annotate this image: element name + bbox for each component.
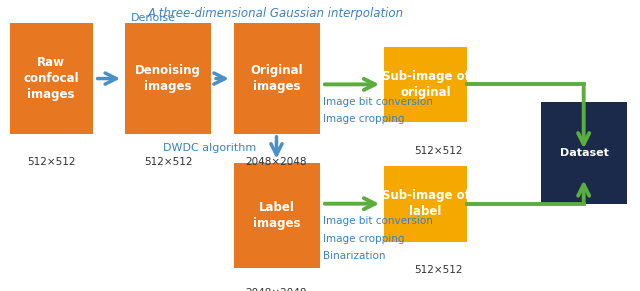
FancyBboxPatch shape xyxy=(384,47,467,122)
FancyBboxPatch shape xyxy=(541,102,627,204)
Text: Sub-image of
original: Sub-image of original xyxy=(381,70,470,99)
Text: 2048×2048: 2048×2048 xyxy=(246,288,307,291)
Text: 2048×2048: 2048×2048 xyxy=(246,157,307,167)
Text: DWDC algorithm: DWDC algorithm xyxy=(163,143,257,152)
Text: Denoising
images: Denoising images xyxy=(135,64,201,93)
FancyBboxPatch shape xyxy=(234,163,320,268)
FancyBboxPatch shape xyxy=(234,23,320,134)
Text: 512×512: 512×512 xyxy=(414,265,463,275)
Text: Dataset: Dataset xyxy=(559,148,609,158)
Text: Image cropping: Image cropping xyxy=(323,114,404,124)
Text: Raw
confocal
images: Raw confocal images xyxy=(24,56,79,101)
FancyBboxPatch shape xyxy=(125,23,211,134)
FancyBboxPatch shape xyxy=(384,166,467,242)
Text: A three-dimensional Gaussian interpolation: A three-dimensional Gaussian interpolati… xyxy=(147,7,403,20)
Text: 512×512: 512×512 xyxy=(27,157,76,167)
Text: Binarization: Binarization xyxy=(323,251,386,261)
Text: Image bit conversion: Image bit conversion xyxy=(323,97,433,107)
FancyBboxPatch shape xyxy=(10,23,93,134)
Text: Sub-image of
label: Sub-image of label xyxy=(381,189,470,218)
Text: Image bit conversion: Image bit conversion xyxy=(323,216,433,226)
Text: Original
images: Original images xyxy=(250,64,303,93)
Text: 512×512: 512×512 xyxy=(414,146,463,155)
Text: Label
images: Label images xyxy=(253,201,301,230)
Text: Image cropping: Image cropping xyxy=(323,234,404,244)
Text: Denoise: Denoise xyxy=(131,13,176,23)
Text: 512×512: 512×512 xyxy=(144,157,193,167)
